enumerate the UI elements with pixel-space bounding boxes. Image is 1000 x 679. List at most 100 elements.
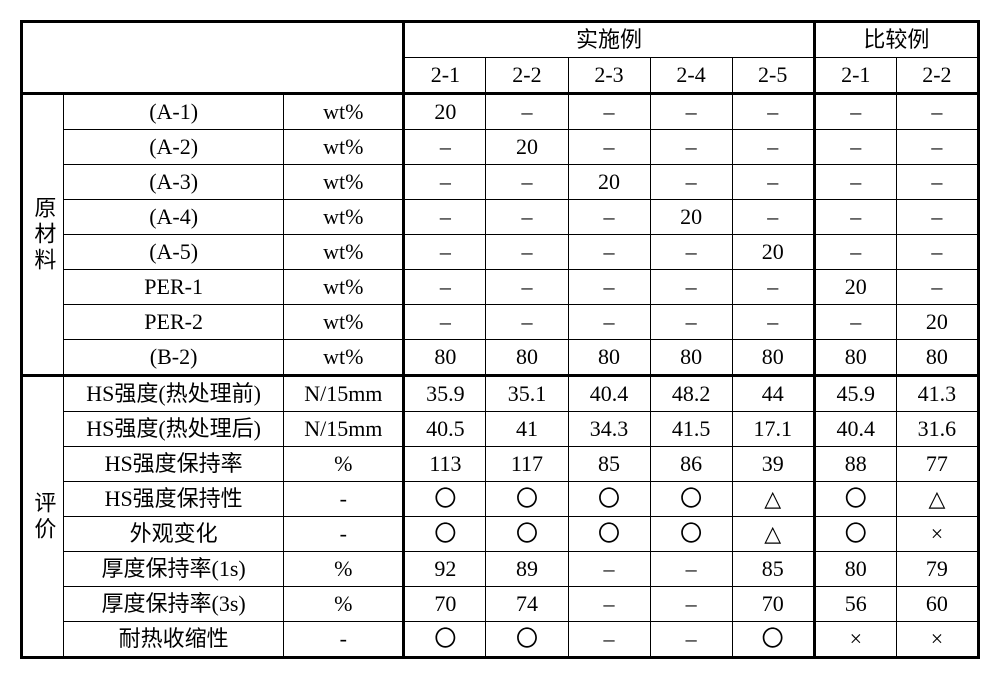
mat-v-2-3: – xyxy=(650,165,732,200)
eval-v-3-6: △ xyxy=(896,482,978,517)
col-1: 2-2 xyxy=(486,58,568,94)
mat-v-7-5: 80 xyxy=(814,340,896,376)
eval-v-2-1: 117 xyxy=(486,447,568,482)
eval-v-4-3: 〇 xyxy=(650,517,732,552)
eval-param-1: HS强度(热处理后) xyxy=(64,412,284,447)
mat-v-3-3: 20 xyxy=(650,200,732,235)
eval-v-6-3: – xyxy=(650,587,732,622)
eval-v-4-2: 〇 xyxy=(568,517,650,552)
mat-v-2-4: – xyxy=(732,165,814,200)
mat-v-3-6: – xyxy=(896,200,978,235)
eval-v-0-5: 45.9 xyxy=(814,376,896,412)
mat-v-4-5: – xyxy=(814,235,896,270)
eval-v-7-1: 〇 xyxy=(486,622,568,658)
mat-v-4-2: – xyxy=(568,235,650,270)
mat-v-0-0: 20 xyxy=(404,94,486,130)
col-4: 2-5 xyxy=(732,58,814,94)
eval-v-0-3: 48.2 xyxy=(650,376,732,412)
eval-v-5-6: 79 xyxy=(896,552,978,587)
mat-v-6-6: 20 xyxy=(896,305,978,340)
eval-row-2: HS强度保持率 % 113 117 85 86 39 88 77 xyxy=(22,447,979,482)
mat-v-3-1: – xyxy=(486,200,568,235)
eval-v-5-4: 85 xyxy=(732,552,814,587)
mat-v-1-3: – xyxy=(650,130,732,165)
eval-param-3: HS强度保持性 xyxy=(64,482,284,517)
eval-v-2-6: 77 xyxy=(896,447,978,482)
mat-v-6-4: – xyxy=(732,305,814,340)
eval-unit-2: % xyxy=(284,447,404,482)
mat-v-2-5: – xyxy=(814,165,896,200)
mat-v-6-1: – xyxy=(486,305,568,340)
eval-unit-4: - xyxy=(284,517,404,552)
eval-v-3-2: 〇 xyxy=(568,482,650,517)
eval-v-4-1: 〇 xyxy=(486,517,568,552)
eval-v-7-0: 〇 xyxy=(404,622,486,658)
eval-v-5-0: 92 xyxy=(404,552,486,587)
eval-v-1-5: 40.4 xyxy=(814,412,896,447)
eval-v-1-3: 41.5 xyxy=(650,412,732,447)
mat-v-1-5: – xyxy=(814,130,896,165)
eval-row-7: 耐热收缩性 - 〇 〇 – – 〇 × × xyxy=(22,622,979,658)
eval-v-6-2: – xyxy=(568,587,650,622)
mat-v-3-2: – xyxy=(568,200,650,235)
mat-v-6-5: – xyxy=(814,305,896,340)
eval-v-6-1: 74 xyxy=(486,587,568,622)
header-row-1: 实施例 比较例 xyxy=(22,22,979,58)
eval-param-4: 外观变化 xyxy=(64,517,284,552)
eval-v-6-6: 60 xyxy=(896,587,978,622)
eval-v-0-1: 35.1 xyxy=(486,376,568,412)
mat-param-3: (A-4) xyxy=(64,200,284,235)
data-table: 实施例 比较例 2-1 2-2 2-3 2-4 2-5 2-1 2-2 原材料 … xyxy=(20,20,980,659)
mat-v-7-0: 80 xyxy=(404,340,486,376)
mat-param-2: (A-3) xyxy=(64,165,284,200)
col-0: 2-1 xyxy=(404,58,486,94)
col-2: 2-3 xyxy=(568,58,650,94)
eval-v-5-3: – xyxy=(650,552,732,587)
eval-row-5: 厚度保持率(1s) % 92 89 – – 85 80 79 xyxy=(22,552,979,587)
eval-v-4-6: × xyxy=(896,517,978,552)
mat-v-0-5: – xyxy=(814,94,896,130)
mat-v-5-0: – xyxy=(404,270,486,305)
mat-v-0-3: – xyxy=(650,94,732,130)
mat-param-4: (A-5) xyxy=(64,235,284,270)
mat-v-3-0: – xyxy=(404,200,486,235)
eval-v-1-6: 31.6 xyxy=(896,412,978,447)
mat-unit-2: wt% xyxy=(284,165,404,200)
eval-v-2-4: 39 xyxy=(732,447,814,482)
mat-v-1-1: 20 xyxy=(486,130,568,165)
eval-row-1: HS强度(热处理后) N/15mm 40.5 41 34.3 41.5 17.1… xyxy=(22,412,979,447)
mat-unit-0: wt% xyxy=(284,94,404,130)
col-3: 2-4 xyxy=(650,58,732,94)
eval-v-4-4: △ xyxy=(732,517,814,552)
mat-row-2: (A-3) wt% – – 20 – – – – xyxy=(22,165,979,200)
mat-unit-3: wt% xyxy=(284,200,404,235)
mat-v-6-2: – xyxy=(568,305,650,340)
col-5: 2-1 xyxy=(814,58,896,94)
eval-v-2-5: 88 xyxy=(814,447,896,482)
eval-v-2-0: 113 xyxy=(404,447,486,482)
eval-unit-3: - xyxy=(284,482,404,517)
col-6: 2-2 xyxy=(896,58,978,94)
eval-row-0: 评价 HS强度(热处理前) N/15mm 35.9 35.1 40.4 48.2… xyxy=(22,376,979,412)
mat-v-0-1: – xyxy=(486,94,568,130)
eval-unit-0: N/15mm xyxy=(284,376,404,412)
mat-param-0: (A-1) xyxy=(64,94,284,130)
mat-v-6-0: – xyxy=(404,305,486,340)
eval-v-2-3: 86 xyxy=(650,447,732,482)
mat-v-1-6: – xyxy=(896,130,978,165)
eval-v-6-5: 56 xyxy=(814,587,896,622)
mat-unit-6: wt% xyxy=(284,305,404,340)
eval-row-3: HS强度保持性 - 〇 〇 〇 〇 △ 〇 △ xyxy=(22,482,979,517)
mat-v-7-2: 80 xyxy=(568,340,650,376)
eval-unit-6: % xyxy=(284,587,404,622)
mat-unit-1: wt% xyxy=(284,130,404,165)
eval-v-3-0: 〇 xyxy=(404,482,486,517)
eval-v-5-1: 89 xyxy=(486,552,568,587)
eval-v-5-2: – xyxy=(568,552,650,587)
eval-unit-5: % xyxy=(284,552,404,587)
mat-v-4-1: – xyxy=(486,235,568,270)
header-group-1: 实施例 xyxy=(404,22,814,58)
mat-v-0-4: – xyxy=(732,94,814,130)
mat-row-6: PER-2 wt% – – – – – – 20 xyxy=(22,305,979,340)
eval-v-7-3: – xyxy=(650,622,732,658)
